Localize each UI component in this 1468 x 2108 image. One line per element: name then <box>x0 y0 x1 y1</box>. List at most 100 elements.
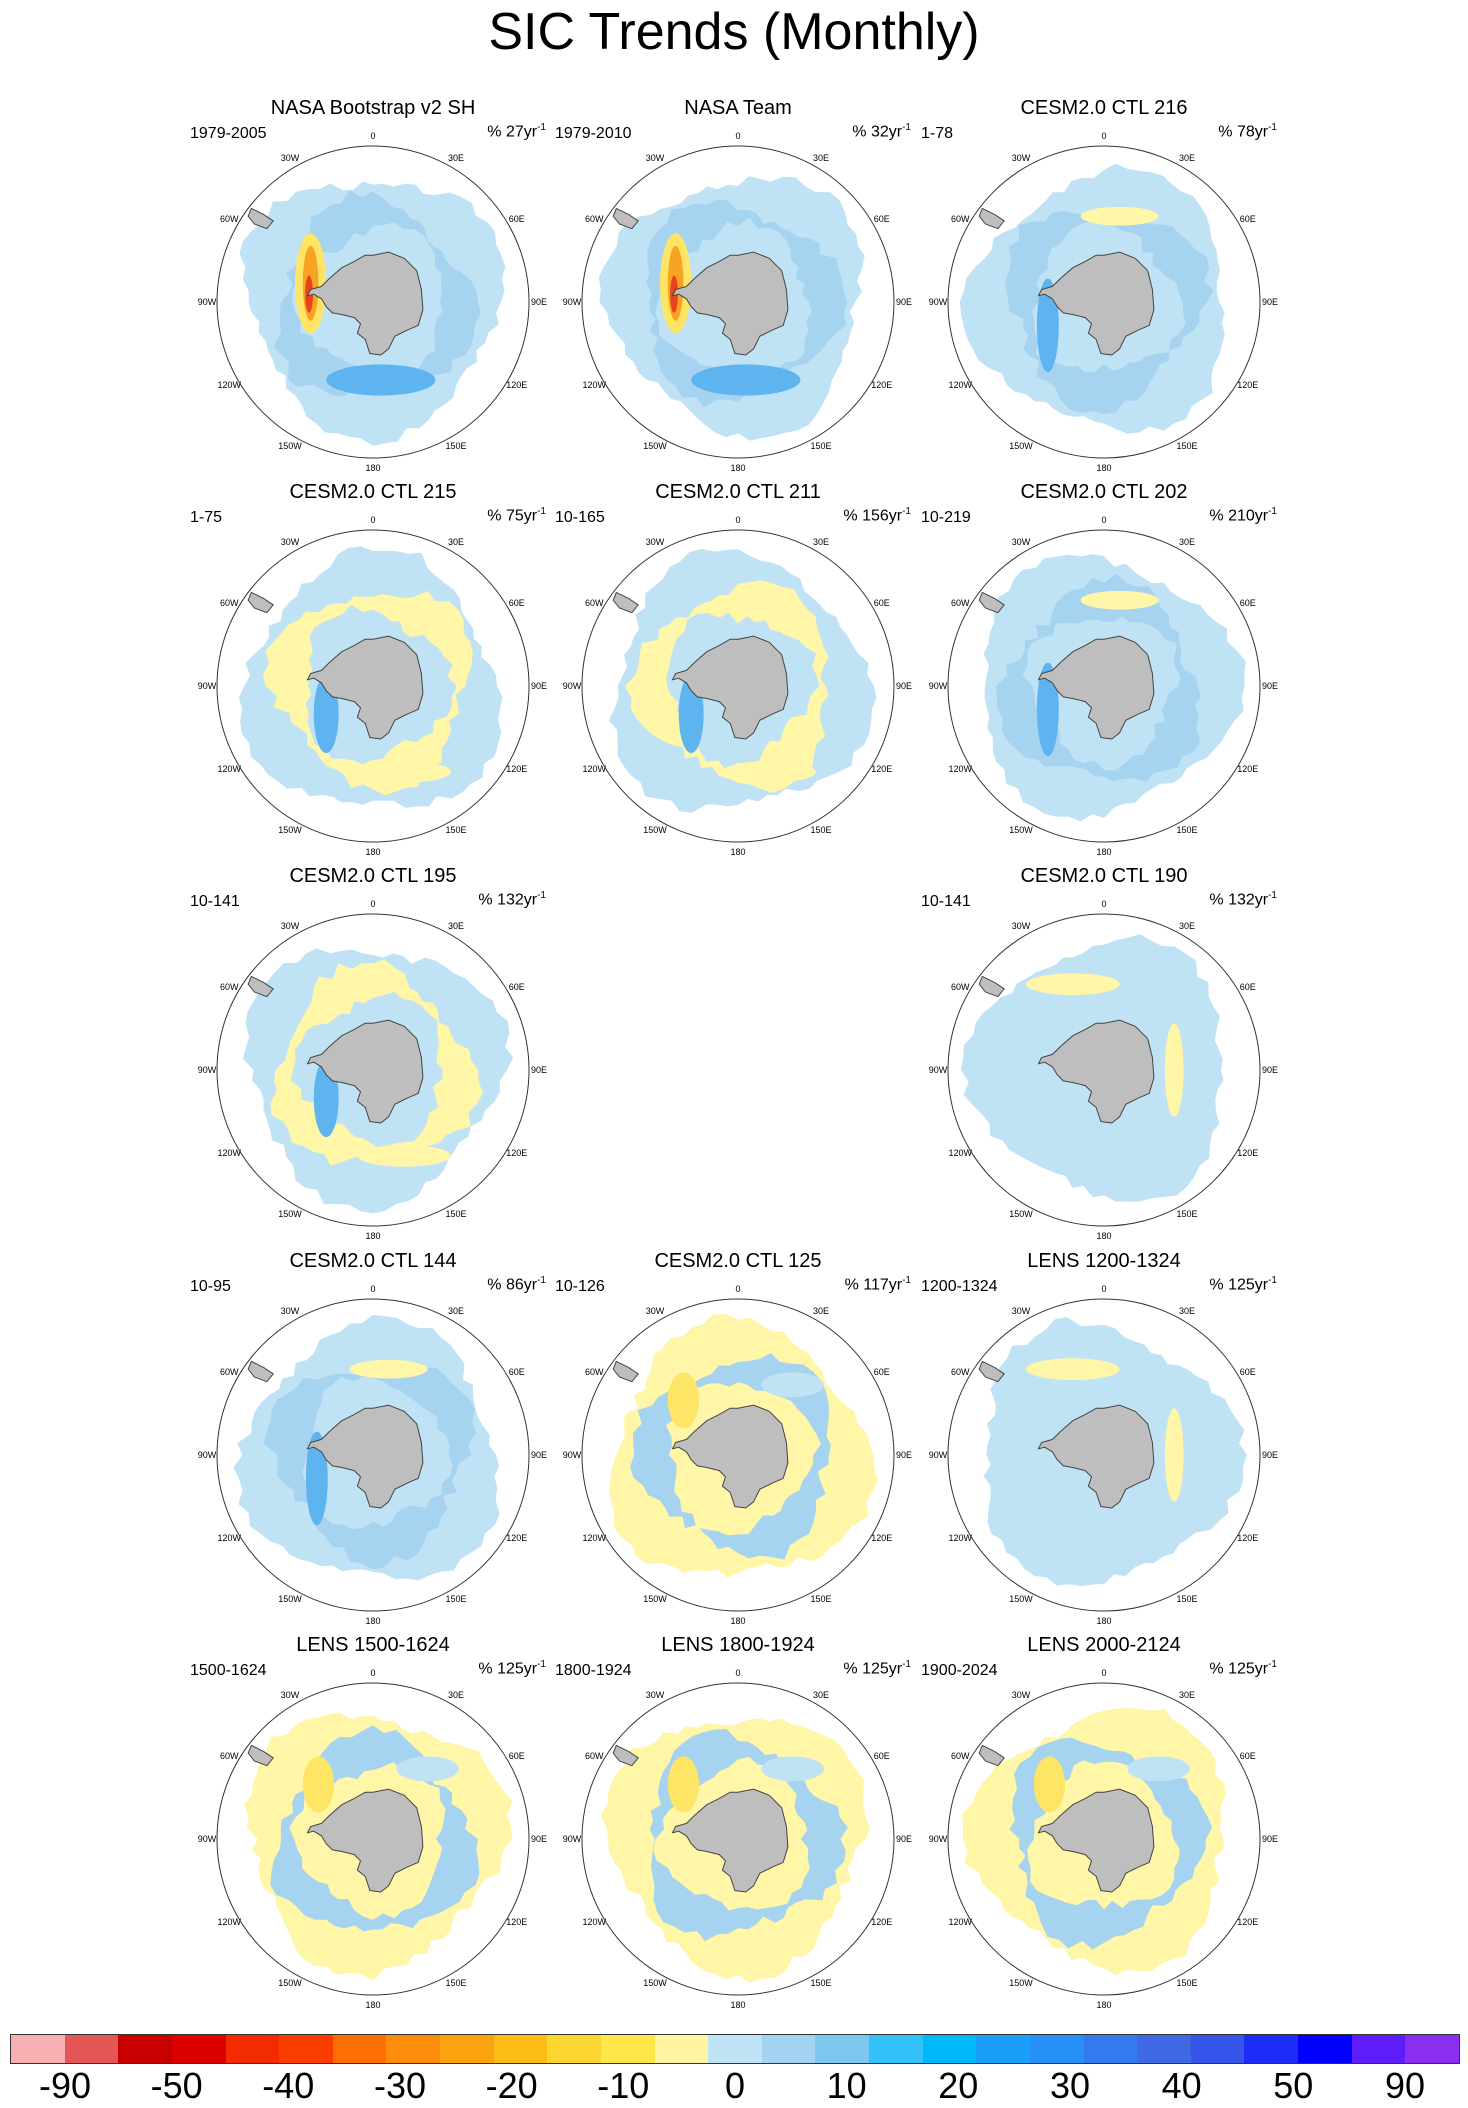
longitude-label: 60W <box>220 214 239 224</box>
longitude-label: 60E <box>874 214 890 224</box>
longitude-label: 0 <box>1101 131 1106 141</box>
colorbar-label: 40 <box>1161 2065 1202 2106</box>
longitude-label: 120W <box>217 1148 241 1158</box>
longitude-label: 90E <box>896 1834 912 1844</box>
panel-title: CESM2.0 CTL 144 <box>289 1250 457 1272</box>
panel-units-exponent: -1 <box>1268 890 1277 901</box>
colorbar-swatch <box>1190 2035 1245 2063</box>
panel-units-exponent: -1 <box>1268 1659 1277 1670</box>
antarctica-landmass <box>306 251 424 356</box>
trend-increase-area <box>305 1431 328 1526</box>
longitude-label: 90W <box>929 1834 948 1844</box>
longitude-label: 60W <box>951 598 970 608</box>
longitude-label: 30W <box>646 537 665 547</box>
longitude-label: 60E <box>1240 598 1256 608</box>
longitude-label: 0 <box>735 131 740 141</box>
longitude-label: 180 <box>730 2000 745 2010</box>
colorbar-swatch <box>386 2035 440 2063</box>
longitude-label: 30W <box>281 1690 300 1700</box>
longitude-label: 30W <box>1012 153 1031 163</box>
figure-title: SIC Trends (Monthly) <box>488 3 980 61</box>
antarctica-landmass <box>306 635 424 740</box>
antarctica-landmass <box>306 1019 424 1124</box>
trend-increase-area <box>326 364 436 396</box>
colorbar-swatch <box>922 2035 977 2063</box>
south-america-landmass <box>247 591 274 614</box>
longitude-label: 180 <box>365 2000 380 2010</box>
longitude-label: 30E <box>813 1690 829 1700</box>
trend-increase-area <box>761 1372 824 1398</box>
longitude-label: 150E <box>445 1978 466 1988</box>
colorbar-label: 90 <box>1384 2065 1426 2106</box>
colorbar-swatch <box>1083 2035 1138 2063</box>
longitude-label: 90W <box>198 1065 217 1075</box>
south-america-landmass <box>612 1744 639 1767</box>
longitude-label: 0 <box>735 1668 740 1678</box>
longitude-label: 120W <box>217 1533 241 1543</box>
antarctica-landmass <box>1037 635 1155 740</box>
longitude-label: 150W <box>278 1978 302 1988</box>
longitude-label: 150W <box>643 825 667 835</box>
colorbar-swatch <box>11 2035 65 2063</box>
longitude-label: 60W <box>951 1751 970 1761</box>
longitude-label: 120E <box>871 1917 892 1927</box>
antarctica-landmass <box>671 1788 789 1893</box>
longitude-label: 90W <box>563 1834 582 1844</box>
longitude-label: 90E <box>1262 297 1278 307</box>
longitude-label: 120W <box>948 764 972 774</box>
longitude-label: 30E <box>1179 537 1195 547</box>
longitude-label: 120E <box>1237 1148 1258 1158</box>
longitude-label: 90E <box>1262 1450 1278 1460</box>
longitude-label: 0 <box>370 515 375 525</box>
map-panel: 0 30E 60E 90E 120E 150E 180 150W 120W 90W 60W 30W LE… <box>190 1633 556 2017</box>
longitude-label: 90E <box>531 297 547 307</box>
panel-units: % 156yr-1 <box>843 506 911 525</box>
longitude-label: 0 <box>735 1284 740 1294</box>
map-panel: 0 30E 60E 90E 120E 150E 180 150W 120W 90W 60W 30W NA… <box>190 96 556 480</box>
longitude-label: 120E <box>506 1533 527 1543</box>
longitude-label: 180 <box>1096 1231 1111 1241</box>
colorbar-swatch <box>332 2035 387 2063</box>
longitude-label: 90W <box>198 681 217 691</box>
longitude-label: 180 <box>730 1616 745 1626</box>
longitude-label: 150W <box>278 441 302 451</box>
longitude-label: 60W <box>951 1367 970 1377</box>
colorbar-swatch <box>1405 2035 1459 2063</box>
longitude-label: 60E <box>509 982 525 992</box>
antarctica-landmass <box>1037 1019 1155 1124</box>
panel-units-exponent: -1 <box>537 890 546 901</box>
antarctica-landmass <box>306 1404 424 1509</box>
panel-units-exponent: -1 <box>537 1659 546 1670</box>
panel-title: CESM2.0 CTL 195 <box>289 865 457 887</box>
panel-period: 10-219 <box>921 509 971 526</box>
colorbar-swatch <box>493 2035 548 2063</box>
colorbar-label: 20 <box>938 2065 979 2106</box>
map-panel: 0 30E 60E 90E 120E 150E 180 150W 120W 90W 60W 30W LE… <box>555 1633 921 2017</box>
trend-decline-area <box>722 760 816 783</box>
longitude-label: 90W <box>563 297 582 307</box>
longitude-label: 60W <box>585 1751 604 1761</box>
antarctica-landmass <box>671 251 789 356</box>
longitude-label: 90E <box>896 297 912 307</box>
panel-period: 1200-1324 <box>921 1278 998 1295</box>
south-america-landmass <box>247 1360 274 1383</box>
longitude-label: 30W <box>281 153 300 163</box>
longitude-label: 30W <box>1012 1690 1031 1700</box>
colorbar-swatch <box>1029 2035 1084 2063</box>
colorbar-label: 30 <box>1049 2065 1091 2106</box>
longitude-label: 30W <box>281 537 300 547</box>
colorbar-swatch <box>547 2035 601 2063</box>
longitude-label: 120W <box>217 1917 241 1927</box>
longitude-label: 60E <box>509 1751 525 1761</box>
panel-units: % 86yr-1 <box>487 1275 546 1294</box>
longitude-label: 150W <box>1009 1978 1033 1988</box>
longitude-label: 60E <box>509 598 525 608</box>
colorbar-label: -40 <box>262 2065 315 2106</box>
longitude-label: 0 <box>370 131 375 141</box>
map-panel: 0 30E 60E 90E 120E 150E 180 150W 120W 90W 60W 30W CE… <box>921 864 1287 1248</box>
panel-units-exponent: -1 <box>537 122 546 133</box>
map-panel: 0 30E 60E 90E 120E 150E 180 150W 120W 90W 60W 30W CE… <box>555 480 921 864</box>
longitude-label: 90E <box>1262 1065 1278 1075</box>
polar-map: 0 30E 60E 90E 120E 150E 180 150W 120W 90W 60W 30W <box>929 899 1278 1241</box>
longitude-label: 120E <box>1237 380 1258 390</box>
